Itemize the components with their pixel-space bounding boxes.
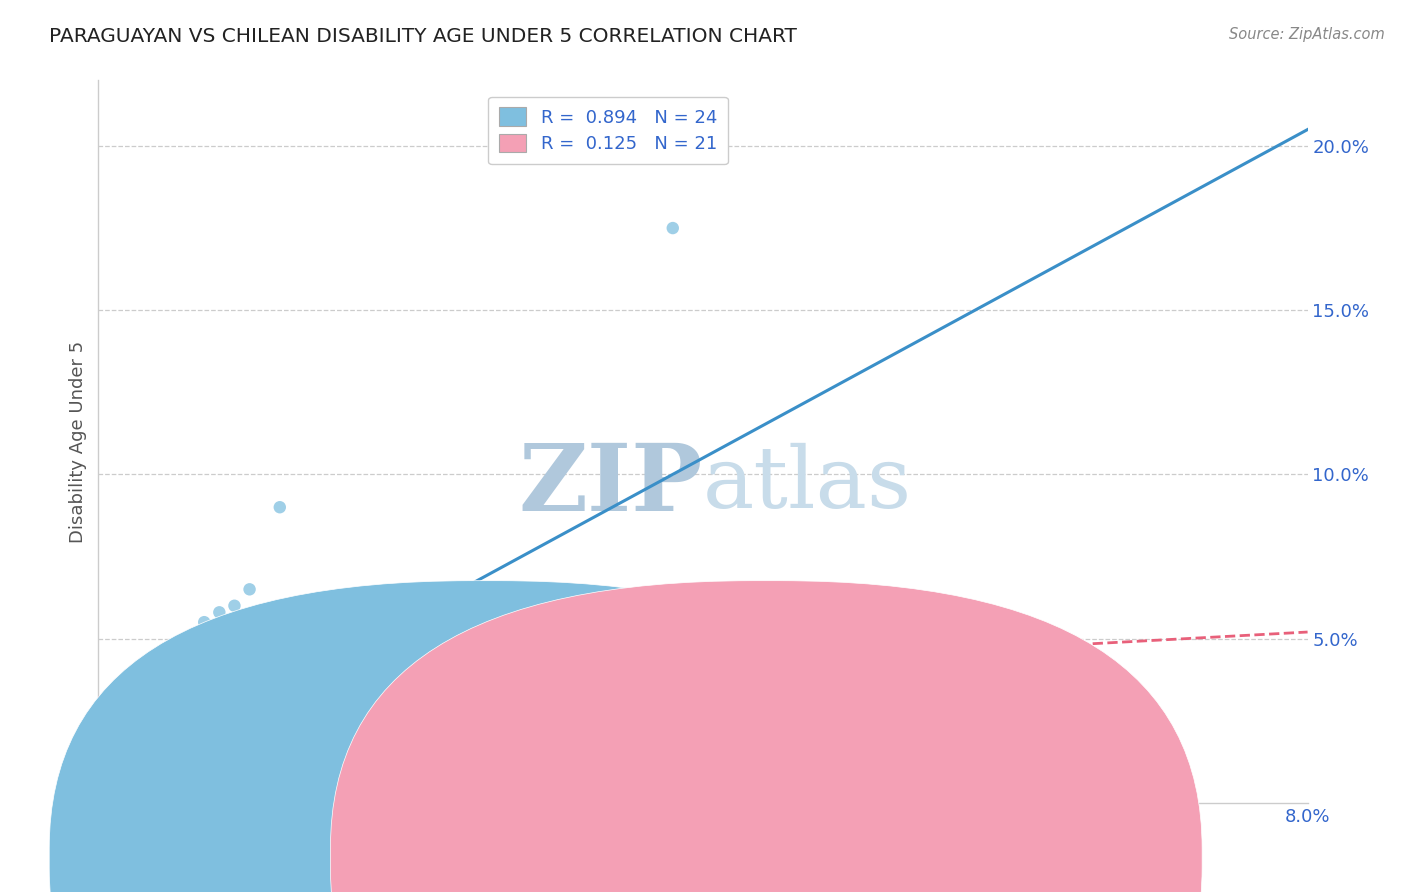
Point xyxy=(1070,714,1092,728)
Legend: R =  0.894   N = 24, R =  0.125   N = 21: R = 0.894 N = 24, R = 0.125 N = 21 xyxy=(488,96,728,164)
Point xyxy=(994,698,1017,712)
Point xyxy=(118,737,141,751)
Point xyxy=(269,698,291,712)
Point xyxy=(163,704,186,718)
Point xyxy=(118,714,141,728)
Point xyxy=(103,770,125,784)
Point xyxy=(465,671,488,685)
Point xyxy=(179,657,201,672)
Y-axis label: Disability Age Under 5: Disability Age Under 5 xyxy=(69,341,87,542)
Point xyxy=(148,681,170,695)
Point xyxy=(148,690,170,705)
Point xyxy=(586,657,609,672)
Point xyxy=(132,704,155,718)
Point xyxy=(239,582,262,597)
Point xyxy=(329,671,352,685)
Point xyxy=(163,665,186,679)
Point xyxy=(540,671,562,685)
Point xyxy=(224,599,246,613)
Point xyxy=(103,747,125,761)
Text: PARAGUAYAN VS CHILEAN DISABILITY AGE UNDER 5 CORRELATION CHART: PARAGUAYAN VS CHILEAN DISABILITY AGE UND… xyxy=(49,27,797,45)
Point xyxy=(118,730,141,744)
Point xyxy=(132,723,155,738)
Point xyxy=(103,756,125,771)
Point xyxy=(510,698,533,712)
Point xyxy=(723,698,745,712)
Point xyxy=(179,638,201,652)
Text: Paraguayans: Paraguayans xyxy=(509,848,626,866)
Point xyxy=(193,638,215,652)
Point xyxy=(118,698,141,712)
Point xyxy=(132,698,155,712)
Point xyxy=(103,763,125,777)
Point xyxy=(208,605,231,619)
Point xyxy=(661,681,683,695)
Point xyxy=(118,747,141,761)
Text: atlas: atlas xyxy=(703,443,912,526)
Text: ZIP: ZIP xyxy=(519,440,703,530)
Point xyxy=(661,221,683,235)
Point xyxy=(208,698,231,712)
Point xyxy=(360,665,382,679)
Point xyxy=(269,500,291,515)
Point xyxy=(299,690,322,705)
Point xyxy=(193,714,215,728)
Point xyxy=(132,714,155,728)
Point xyxy=(163,671,186,685)
Point xyxy=(420,698,443,712)
Text: Chileans: Chileans xyxy=(790,848,868,866)
Text: Source: ZipAtlas.com: Source: ZipAtlas.com xyxy=(1229,27,1385,42)
Point xyxy=(389,681,412,695)
Point xyxy=(239,698,262,712)
Point xyxy=(844,704,866,718)
Point xyxy=(193,615,215,630)
